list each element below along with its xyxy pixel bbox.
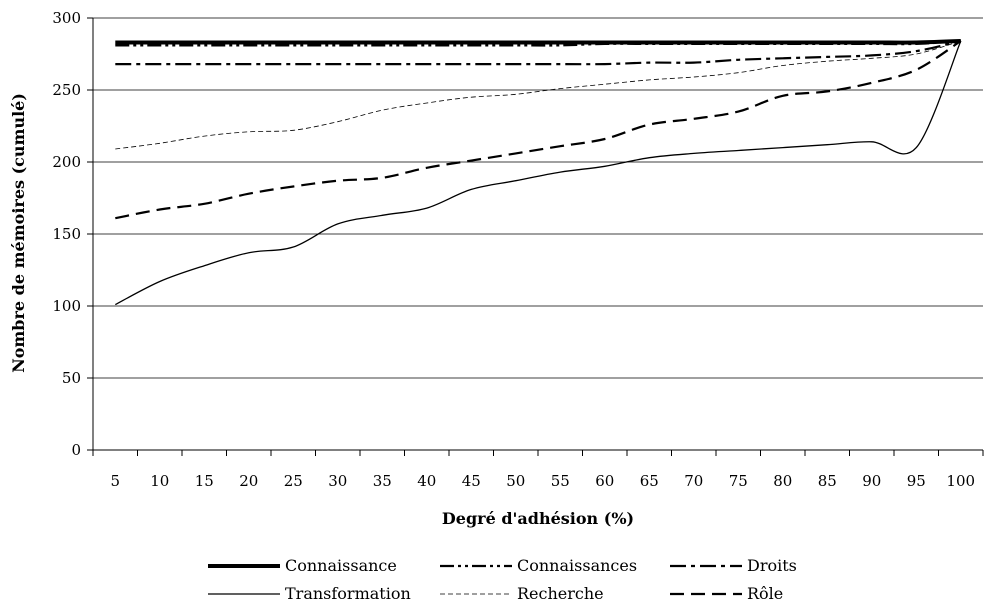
- x-tick-label: 80: [773, 472, 792, 490]
- series-line-transformation: [114, 40, 962, 306]
- legend-label-connaissances: Connaissances: [517, 556, 637, 575]
- x-tick-label: 10: [150, 472, 169, 490]
- x-tick-label: 5: [110, 472, 120, 490]
- x-tick-label: 85: [818, 472, 837, 490]
- x-axis-title: Degré d'adhésion (%): [442, 509, 634, 528]
- x-tick-label: 100: [946, 472, 975, 490]
- series-line-connaissance: [115, 39, 961, 45]
- x-tick-label: 75: [729, 472, 748, 490]
- x-tick-label: 25: [284, 472, 303, 490]
- legend-label-transformation: Transformation: [285, 584, 411, 603]
- legend-label-recherche: Recherche: [517, 584, 604, 603]
- y-tick-label: 200: [52, 153, 81, 171]
- x-tick-label: 60: [595, 472, 614, 490]
- y-tick-label: 100: [52, 297, 81, 315]
- x-tick-label: 40: [417, 472, 436, 490]
- x-tick-label: 95: [907, 472, 926, 490]
- y-tick-label: 150: [52, 225, 81, 243]
- series-line-droits: [115, 39, 962, 66]
- y-tick-label: 0: [71, 441, 81, 459]
- grid: [93, 17, 983, 379]
- x-tick-label: 45: [462, 472, 481, 490]
- legend-label-connaissance: Connaissance: [285, 556, 397, 575]
- x-tick-label: 30: [328, 472, 347, 490]
- legend-label-droits: Droits: [747, 556, 797, 575]
- x-tick-label: 15: [195, 472, 214, 490]
- legend-label-role: Rôle: [747, 584, 783, 603]
- x-axis-ticks: 5 10 15 20 25 30 35 40 45 50 55 60 65 70 75 80 85 90 95 100: [92, 450, 984, 490]
- series-lines: [114, 39, 962, 306]
- x-tick-label: 50: [506, 472, 525, 490]
- y-tick-label: 250: [52, 81, 81, 99]
- y-tick-label: 50: [62, 369, 81, 387]
- x-tick-label: 65: [640, 472, 659, 490]
- x-tick-label: 35: [373, 472, 392, 490]
- y-axis-title: Nombre de mémoires (cumulé): [9, 93, 28, 373]
- y-axis-ticks: 0 50 100 150 200 250 300: [52, 9, 93, 459]
- series-line-role: [115, 40, 962, 220]
- x-tick-label: 55: [551, 472, 570, 490]
- x-tick-label: 20: [239, 472, 258, 490]
- series-line-recherche: [115, 40, 961, 150]
- axes: [92, 18, 983, 451]
- x-tick-label: 70: [684, 472, 703, 490]
- legend: Connaissance Connaissances Droits Transform…: [208, 556, 797, 603]
- x-tick-label: 90: [862, 472, 881, 490]
- y-tick-label: 300: [52, 9, 81, 27]
